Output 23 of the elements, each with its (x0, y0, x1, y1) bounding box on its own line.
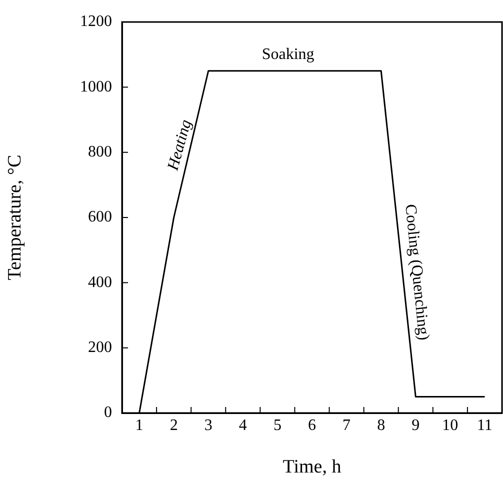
x-tick-label: 10 (442, 416, 458, 434)
x-tick-label: 3 (204, 416, 212, 434)
y-tick-label: 1200 (80, 13, 112, 30)
y-tick-label: 0 (104, 404, 112, 422)
y-tick-label: 600 (88, 208, 112, 226)
x-tick-label: 9 (412, 416, 420, 434)
x-axis-title: Time, h (282, 456, 342, 478)
x-tick-label: 4 (238, 416, 247, 434)
x-tick-label: 2 (170, 416, 178, 434)
y-tick-label: 400 (88, 274, 112, 291)
x-tick-label: 11 (477, 416, 492, 434)
y-tick-label: 1000 (80, 78, 112, 96)
annotation: Heating (164, 118, 195, 174)
annotation: Soaking (262, 46, 314, 64)
x-tick-label: 6 (308, 416, 316, 434)
annotation: Cooling (Quenching) (401, 203, 432, 341)
y-tick-label: 800 (88, 144, 112, 161)
x-tick-label: 8 (377, 416, 386, 434)
x-tick-label: 5 (273, 416, 282, 434)
y-tick-label: 200 (88, 339, 112, 356)
x-tick-label: 7 (342, 416, 351, 434)
x-tick-label: 1 (135, 416, 144, 434)
y-axis-title: Temperature, °C (4, 154, 26, 280)
